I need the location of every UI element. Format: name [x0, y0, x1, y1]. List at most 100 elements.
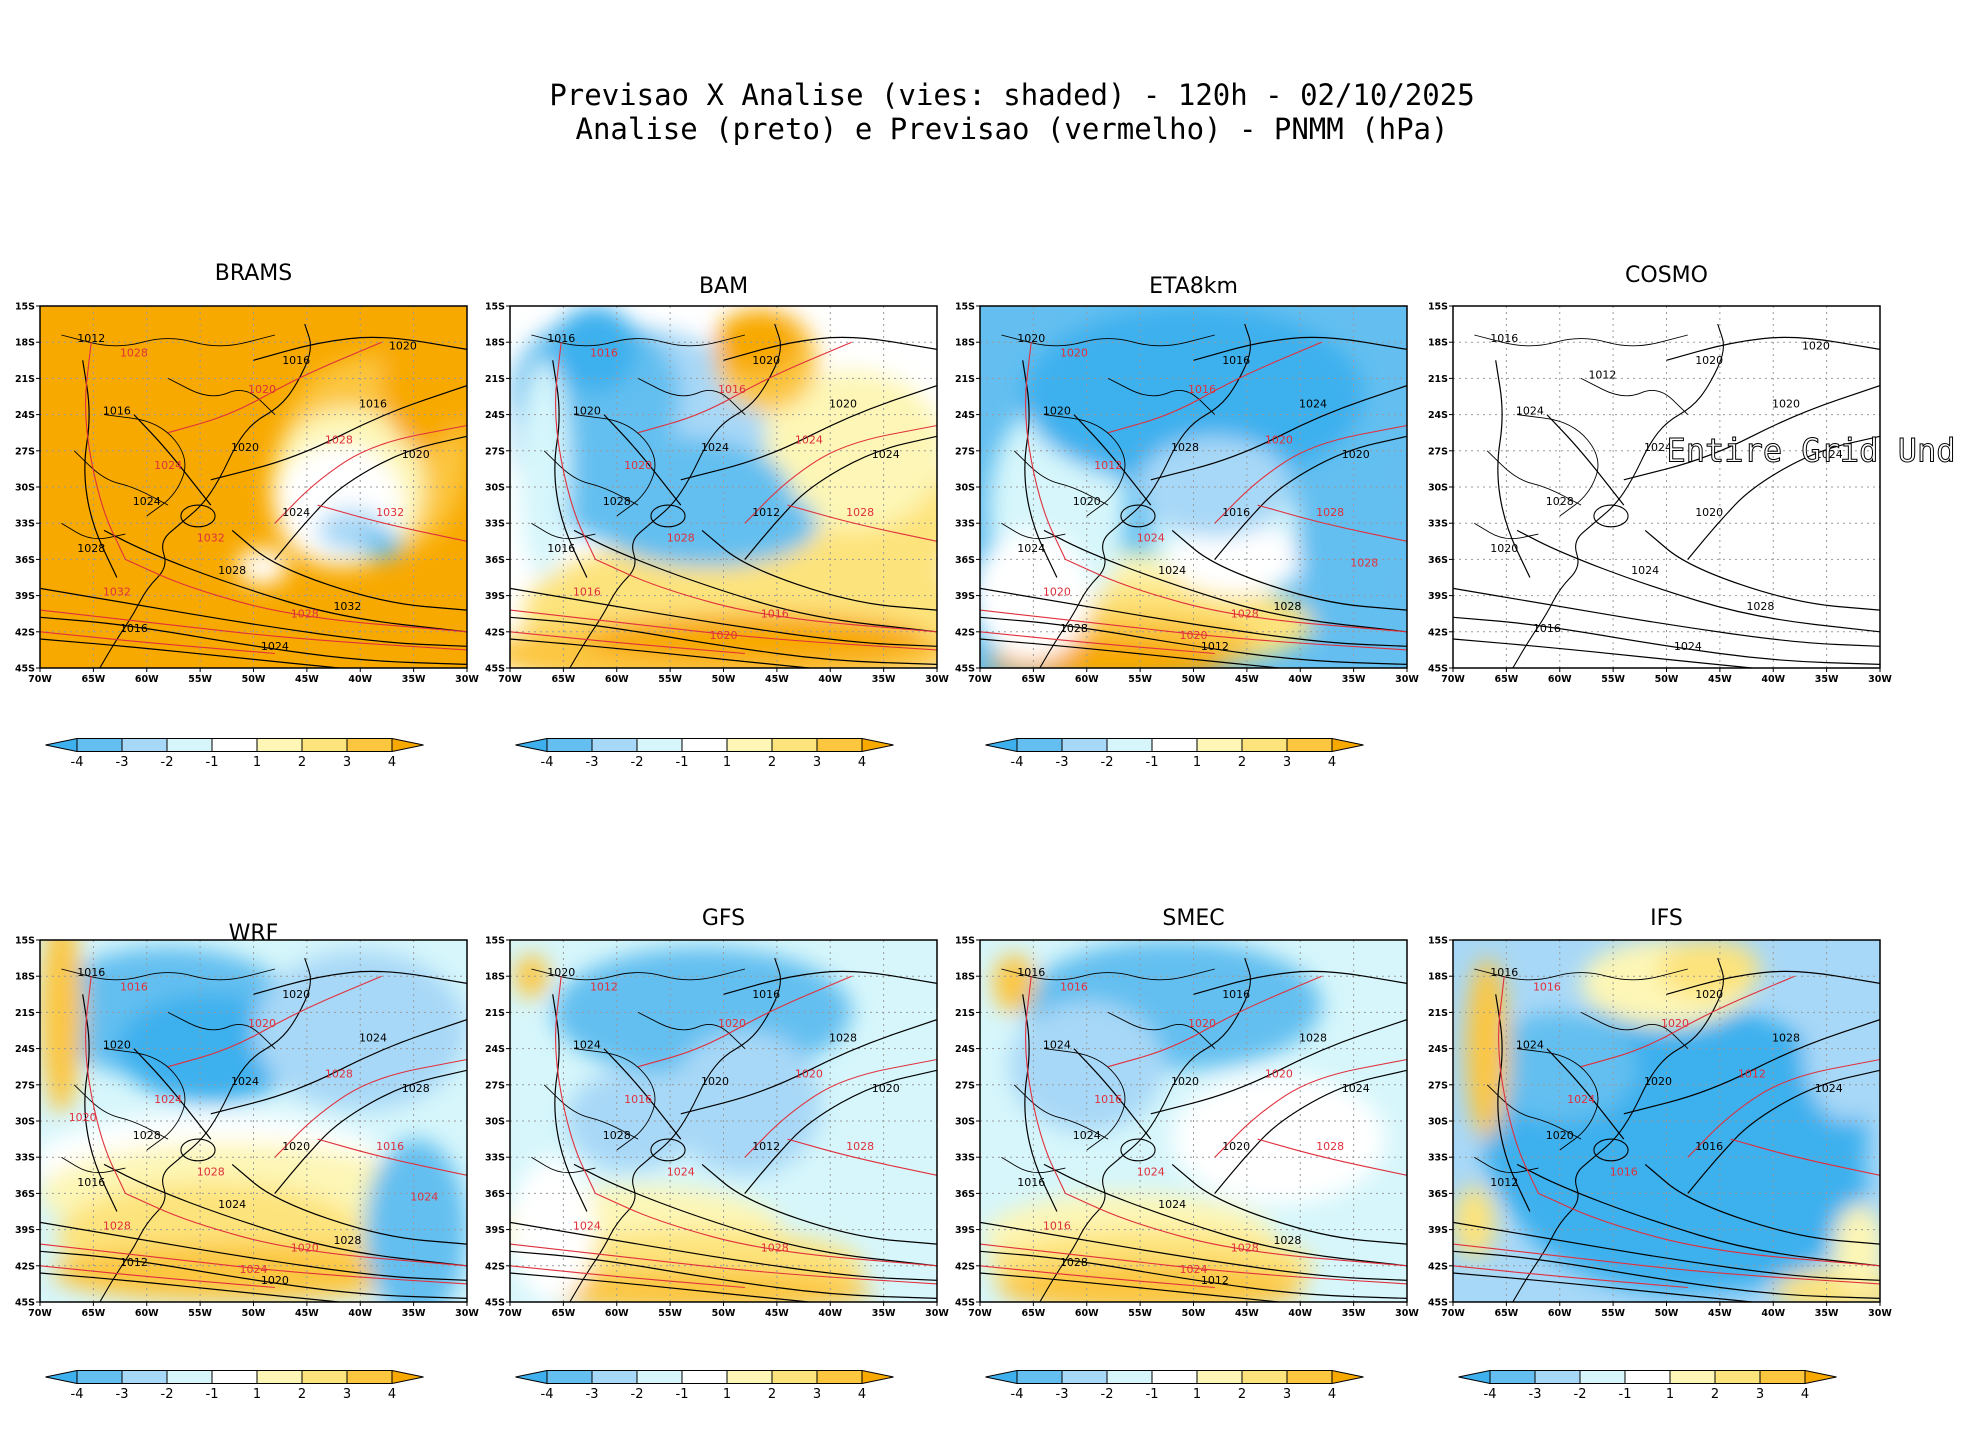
lon-tick-label: 40W: [818, 1308, 842, 1319]
country-border: [61, 1156, 126, 1174]
bias-region: [518, 360, 570, 578]
analysis-contour-label: 1016: [359, 397, 387, 410]
colorbar-swatch: [1061, 738, 1108, 752]
analysis-isobar: [1453, 638, 1752, 668]
analysis-isobar: [274, 1069, 467, 1194]
analysis-isobar: [1193, 970, 1407, 995]
lat-tick-label: 27S: [955, 446, 975, 457]
colorbar-label: -4: [71, 755, 84, 770]
colorbar-smec: -4 -3 -2 -1 1 2 3 4: [985, 1369, 1364, 1402]
analysis-contour-label: 1024: [1815, 448, 1843, 461]
country-border: [531, 1156, 596, 1174]
analysis-contour-label: 1024: [1043, 1039, 1071, 1052]
colorbar-label: 1: [253, 1387, 261, 1402]
colorbar-swatch: [121, 738, 168, 752]
country-border: [1001, 968, 1215, 981]
colorbar-swatch: [346, 738, 393, 752]
lat-tick-label: 21S: [1428, 374, 1448, 385]
analysis-isobar: [1687, 435, 1880, 560]
graticule: [510, 306, 937, 668]
analysis-isobar: [510, 638, 809, 668]
forecast-contour-label: 1016: [120, 981, 148, 994]
analysis-isobar: [510, 1221, 937, 1281]
colorbar-label: 1: [1666, 1387, 1674, 1402]
lon-tick-label: 45W: [1708, 674, 1732, 685]
analysis-isobar: [133, 414, 212, 506]
forecast-contour-label: 1024: [1180, 1263, 1208, 1276]
forecast-isobar: [40, 1265, 275, 1289]
figure-title-line1: Previsao X Analise (vies: shaded) - 120h…: [549, 78, 1474, 112]
analysis-isobar: [82, 994, 118, 1212]
lat-tick-label: 39S: [1428, 591, 1448, 602]
lat-tick-label: 33S: [955, 1153, 975, 1164]
analysis-isobar: [1546, 414, 1625, 506]
colorbar-swatch: [771, 1370, 818, 1384]
forecast-contour-label: 1016: [1060, 981, 1088, 994]
lat-tick-label: 24S: [485, 410, 505, 421]
bias-region: [586, 613, 929, 665]
colorbar-swatch: [681, 738, 728, 752]
analysis-contour-label: 1028: [1273, 1234, 1301, 1247]
lon-tick-label: 70W: [28, 674, 52, 685]
forecast-contour-label: 1028: [1316, 506, 1344, 519]
colorbar-swatch: [1151, 738, 1198, 752]
lat-tick-label: 42S: [955, 627, 975, 638]
analysis-isobar: [1453, 1272, 1752, 1302]
lat-tick-label: 15S: [1428, 936, 1448, 947]
colorbar-swatch: [816, 1370, 863, 1384]
colorbar-label: -4: [1011, 755, 1024, 770]
forecast-contour-label: 1024: [573, 1220, 601, 1233]
lon-tick-label: 40W: [348, 1308, 372, 1319]
forecast-contour-label: 1020: [1265, 434, 1293, 447]
lat-tick-label: 42S: [955, 1261, 975, 1272]
panel-eta8km: ETA8km 1020 1016 1020 1024 1028 1020 1020 1016 10…: [955, 274, 1419, 770]
country-border: [531, 334, 746, 347]
analysis-isobar: [1193, 336, 1407, 361]
lagoon-outline: [1593, 504, 1629, 528]
country-border: [61, 334, 276, 347]
colorbar-label: 3: [1756, 1387, 1764, 1402]
country-border: [531, 968, 746, 981]
lat-tick-label: 24S: [1428, 1044, 1448, 1055]
analysis-isobar: [701, 1163, 937, 1245]
country-border: [1580, 377, 1689, 415]
analysis-isobar: [1687, 1069, 1880, 1194]
analysis-contour-label: 1020: [1222, 1140, 1250, 1153]
lat-tick-label: 42S: [485, 627, 505, 638]
colorbar-bam: -4 -3 -2 -1 1 2 3 4: [515, 737, 894, 770]
lat-tick-label: 27S: [955, 1080, 975, 1091]
forecast-contour-label: 1028: [1316, 1140, 1344, 1153]
analysis-contour-label: 1016: [547, 332, 575, 345]
forecast-isobar: [555, 976, 596, 1194]
lat-tick-label: 21S: [485, 1008, 505, 1019]
colorbar-high-arrow: [1331, 1369, 1364, 1385]
colorbar-label: 3: [1283, 1387, 1291, 1402]
bias-region: [1657, 940, 1761, 998]
lat-tick-label: 36S: [485, 1189, 505, 1200]
analysis-isobar: [552, 994, 588, 1212]
colorbar-swatch: [1534, 1370, 1581, 1384]
analysis-contour-label: 1024: [231, 1075, 259, 1088]
lon-tick-label: 50W: [712, 1308, 736, 1319]
forecast-contour-label: 1024: [1137, 531, 1165, 544]
analysis-contour-label: 1028: [1746, 600, 1774, 613]
colorbar-label: -1: [1619, 1387, 1632, 1402]
lon-tick-label: 70W: [1441, 1308, 1465, 1319]
analysis-isobar: [510, 587, 937, 647]
analysis-isobar: [573, 1163, 937, 1267]
lat-tick-label: 15S: [15, 302, 35, 313]
forecast-isobar: [274, 1058, 467, 1158]
colorbar-label: -1: [1146, 755, 1159, 770]
graticule: [40, 306, 467, 668]
analysis-contour-label: 1024: [1299, 397, 1327, 410]
analysis-contour-label: 1020: [752, 354, 780, 367]
analysis-isobar: [680, 385, 937, 481]
bias-region: [1508, 1077, 1868, 1295]
analysis-contour-label: 1024: [1158, 1198, 1186, 1211]
colorbar-swatch: [1759, 1370, 1806, 1384]
analysis-contour-label: 1032: [333, 600, 361, 613]
country-border: [103, 1048, 186, 1151]
lon-tick-label: 65W: [552, 674, 576, 685]
analysis-contour-label: 1028: [1299, 1031, 1327, 1044]
